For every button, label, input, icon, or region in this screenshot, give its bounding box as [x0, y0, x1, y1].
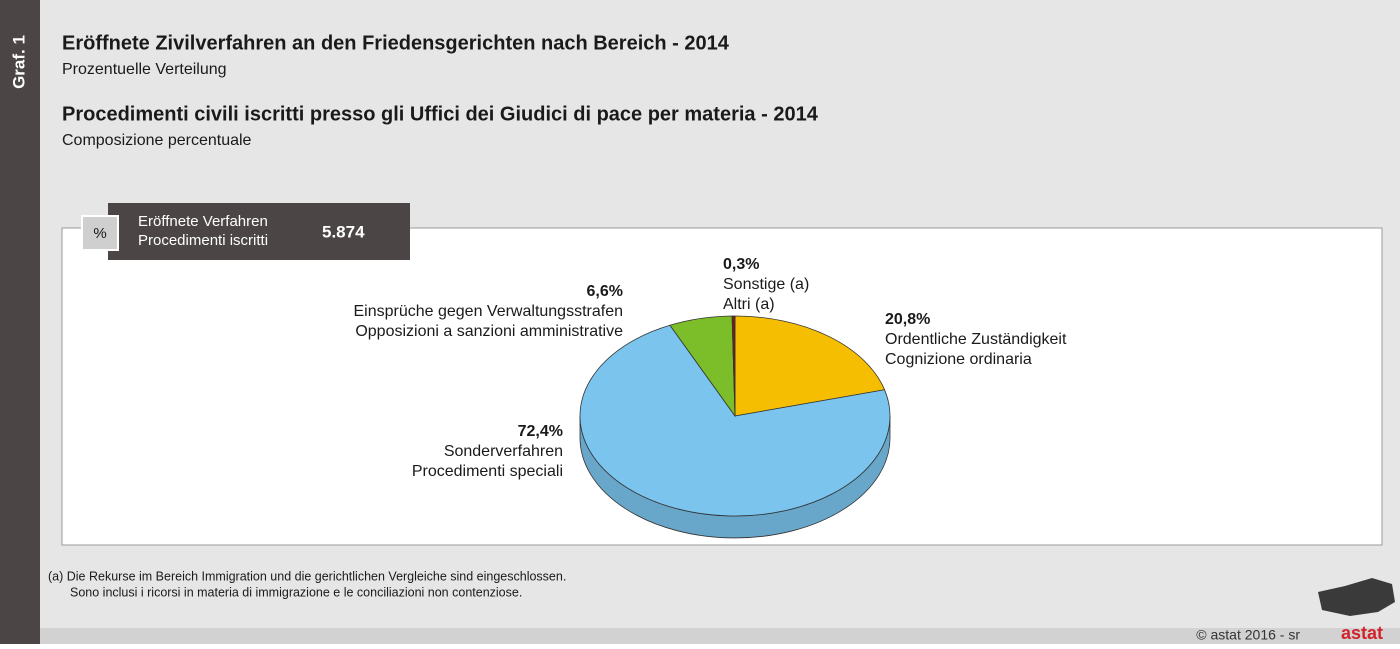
info-label: Procedimenti iscritti	[138, 232, 268, 249]
title-it: Procedimenti civili iscritti presso gli …	[62, 103, 819, 125]
slice-label: Procedimenti speciali	[412, 463, 563, 480]
value-label: 72,4%	[518, 423, 563, 440]
slice-label: Sonderverfahren	[444, 443, 563, 460]
logo: astat	[1341, 623, 1383, 643]
value-label: 20,8%	[885, 311, 930, 328]
info-box	[108, 203, 410, 260]
footnote: Sono inclusi i ricorsi in materia di imm…	[70, 585, 522, 599]
pie: 20,8% Ordentliche Zuständigkeit Cognizione…	[353, 256, 1067, 539]
info-label: Eröffnete Verfahren	[138, 213, 268, 230]
slice-label: Cognizione ordinaria	[885, 351, 1032, 368]
title: Eröffnete Zivilverfahren an den Friedens…	[62, 32, 730, 54]
unit-box	[81, 215, 119, 251]
info-total: 5.874	[322, 222, 365, 241]
footnote: (a) Die Rekurse im Bereich Immigration u…	[48, 569, 566, 583]
subtitle-it: Composizione percentuale	[62, 132, 252, 149]
value-label: 0,3%	[723, 256, 759, 273]
slice-label: Altri (a)	[723, 296, 775, 313]
graph-label: Graf. 1	[9, 35, 28, 89]
subtitle: Prozentuelle Verteilung	[62, 61, 227, 78]
slice-label: Einsprüche gegen Verwaltungsstrafen	[353, 303, 623, 320]
footer-band	[40, 628, 1400, 644]
pie-slice	[579, 324, 891, 517]
value-label: 6,6%	[587, 283, 623, 300]
logo-map	[1318, 578, 1395, 616]
unit: %	[93, 225, 106, 242]
pie-slice	[734, 315, 886, 417]
side-strip	[0, 0, 40, 644]
slice-label: Sonstige (a)	[723, 276, 809, 293]
slice-label: Ordentliche Zuständigkeit	[885, 331, 1067, 348]
copyright: © astat 2016 - sr	[1196, 627, 1300, 643]
slice-label: Opposizioni a sanzioni amministrative	[355, 323, 623, 340]
pie-slice	[731, 315, 736, 417]
